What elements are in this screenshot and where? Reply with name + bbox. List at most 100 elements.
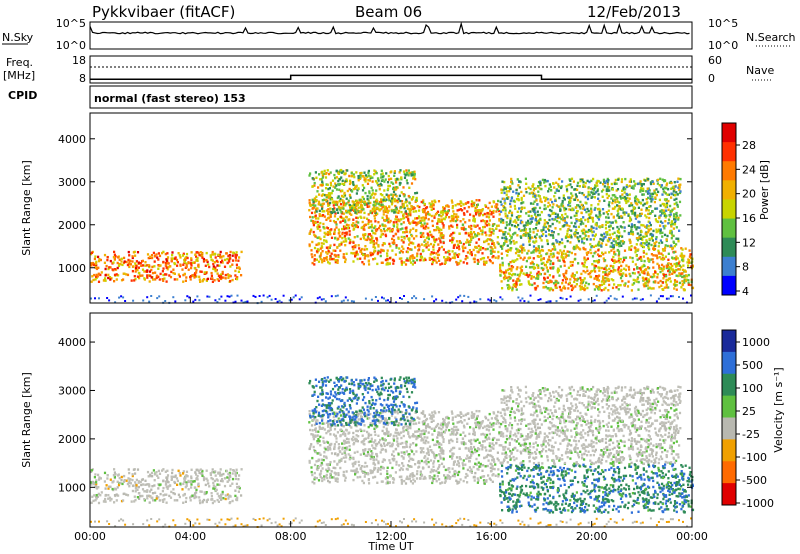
velocity-cell — [170, 490, 173, 494]
power-cell — [601, 195, 604, 198]
power-cell — [401, 298, 403, 300]
power-cell — [229, 250, 232, 254]
power-cell — [479, 229, 483, 232]
power-cell — [481, 252, 484, 255]
power-cell — [653, 247, 657, 251]
power-cell — [333, 232, 336, 235]
power-cell — [575, 206, 578, 209]
power-cell — [338, 188, 341, 191]
power-cell — [340, 176, 343, 179]
power-cell — [381, 233, 384, 236]
power-cell — [561, 258, 565, 261]
power-cell — [133, 275, 136, 278]
power-cell — [515, 216, 518, 219]
power-cell — [565, 277, 569, 281]
power-cell — [548, 218, 551, 222]
power-cell — [639, 268, 642, 271]
power-cell — [309, 203, 312, 206]
power-cell — [381, 249, 384, 252]
velocity-cell — [236, 498, 239, 502]
power-cell — [413, 170, 416, 173]
velocity-cell — [129, 482, 132, 485]
power-cell — [409, 207, 412, 211]
power-cell — [334, 260, 337, 264]
power-cell — [534, 246, 538, 250]
power-cell — [383, 242, 386, 245]
power-cell — [675, 274, 678, 277]
power-cell — [535, 250, 538, 253]
power-cell — [494, 256, 497, 259]
power-cell — [444, 211, 447, 214]
power-cell — [407, 169, 410, 172]
velocity-cell — [217, 500, 220, 503]
power-cell — [356, 235, 359, 238]
power-cell — [600, 242, 604, 245]
power-cell — [444, 258, 447, 261]
power-cell — [550, 280, 553, 284]
power-cell — [456, 226, 459, 229]
power-cell — [342, 253, 345, 256]
power-cell — [679, 190, 682, 193]
velocity-cell — [164, 470, 167, 473]
power-cell — [184, 256, 187, 260]
power-cell — [342, 183, 345, 186]
power-cell — [677, 177, 680, 180]
power-cell — [598, 207, 601, 211]
power-cell — [497, 242, 500, 246]
power-cell — [546, 270, 549, 273]
power-cell — [381, 179, 384, 182]
power-cell — [676, 257, 679, 260]
power-cell — [599, 254, 602, 258]
power-cell — [469, 232, 473, 235]
power-cell — [680, 265, 683, 269]
power-cell — [597, 193, 600, 196]
velocity-cell — [173, 481, 177, 485]
power-cell — [561, 213, 564, 217]
power-cell — [673, 287, 676, 290]
power-cell — [586, 197, 590, 201]
power-cell — [492, 255, 495, 258]
power-cell — [543, 178, 547, 182]
power-cell — [590, 204, 593, 207]
power-cell — [381, 172, 384, 175]
power-cell — [519, 271, 522, 274]
power-cell — [687, 273, 690, 277]
power-cell — [680, 255, 683, 258]
power-cell — [327, 192, 330, 195]
power-cell — [387, 187, 390, 191]
power-cell — [435, 261, 438, 264]
power-cell — [131, 270, 134, 273]
power-cell — [146, 269, 149, 272]
power-cell — [398, 194, 401, 197]
power-cell — [666, 234, 669, 238]
velocity-cell — [95, 496, 98, 499]
power-cell — [423, 222, 426, 225]
power-cell — [586, 253, 589, 256]
power-cell — [481, 257, 484, 260]
power-cell — [171, 251, 174, 254]
power-cell — [509, 261, 512, 264]
power-cell — [638, 226, 641, 229]
power-cell — [183, 272, 186, 276]
power-cell — [355, 216, 358, 219]
power-cell — [582, 216, 585, 219]
power-cell — [339, 221, 342, 224]
power-cell — [495, 300, 498, 303]
power-cell — [549, 234, 552, 237]
power-cell — [392, 262, 395, 265]
power-cell — [352, 247, 355, 251]
power-cell — [437, 220, 440, 223]
power-cell — [473, 218, 476, 221]
power-cell — [611, 244, 615, 247]
power-cell — [500, 191, 503, 194]
power-cell — [187, 261, 190, 264]
power-cell — [372, 242, 375, 245]
power-cell — [358, 177, 361, 180]
power-cell — [595, 285, 598, 288]
power-cell — [674, 250, 677, 253]
power-cell — [370, 226, 374, 229]
power-cell — [147, 274, 150, 277]
power-cell — [515, 241, 518, 244]
power-cell — [435, 238, 438, 241]
